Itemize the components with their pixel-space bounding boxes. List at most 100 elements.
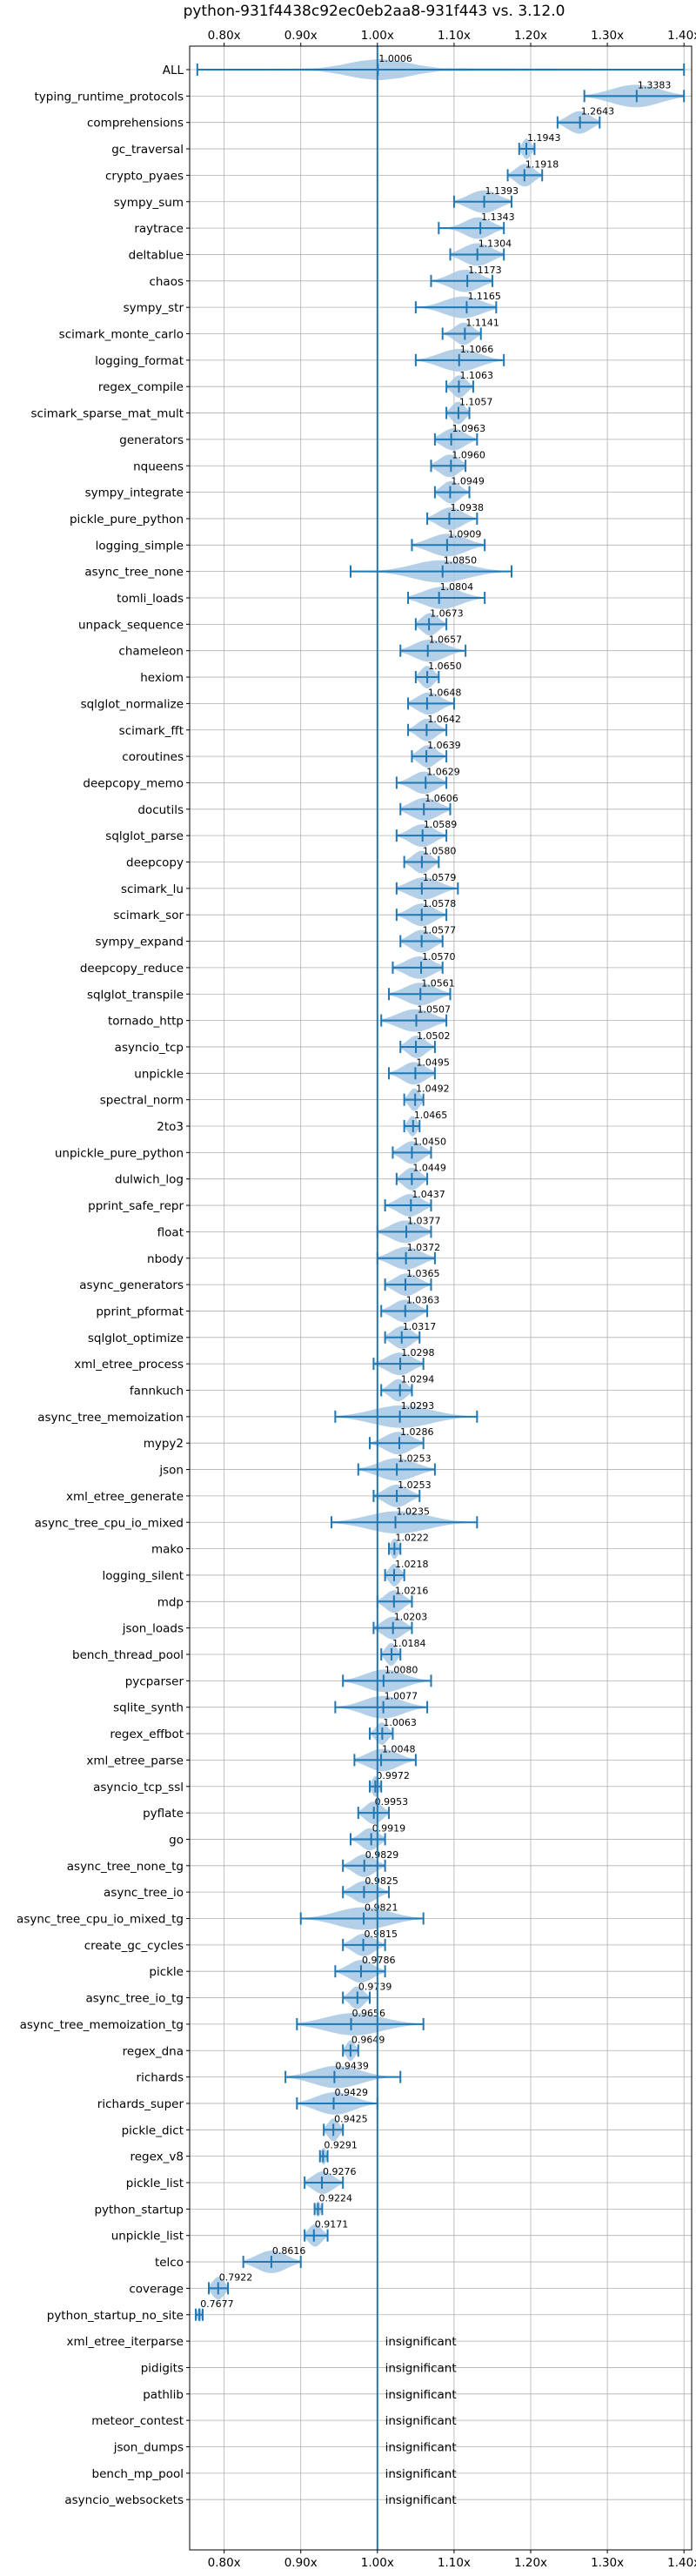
category-label: sqlglot_transpile	[87, 988, 184, 1002]
data-label: 0.9439	[335, 2061, 369, 2072]
category-label: float	[157, 1225, 184, 1239]
category-label: sympy_sum	[114, 196, 184, 210]
data-label: 1.0960	[452, 449, 485, 460]
category-label: sympy_expand	[95, 936, 184, 949]
insignificant-label: insignificant	[385, 2335, 457, 2349]
x-tick-label-top: 1.00x	[361, 29, 394, 43]
data-label: 0.9649	[351, 2034, 385, 2045]
category-label: async_tree_io_tg	[85, 1992, 184, 2006]
category-label: asyncio_websockets	[64, 2493, 184, 2507]
category-label: pickle_dict	[122, 2123, 184, 2137]
data-label: 1.0606	[425, 793, 458, 804]
category-label: regex_effbot	[110, 1727, 184, 1741]
data-label: 1.0063	[383, 1717, 417, 1728]
data-label: 1.0850	[444, 555, 477, 567]
data-label: 1.0650	[428, 661, 462, 672]
x-tick-label-bottom: 0.90x	[284, 2556, 318, 2570]
data-label: 1.0938	[450, 502, 484, 513]
data-label: 1.0507	[417, 1004, 451, 1016]
data-label: 0.9825	[365, 1875, 398, 1887]
data-label: 1.0639	[427, 740, 461, 751]
data-label: 1.1343	[481, 211, 515, 223]
data-label: 1.0080	[385, 1664, 418, 1675]
x-tick-label-top: 1.40x	[667, 29, 696, 43]
insignificant-label: insignificant	[385, 2414, 457, 2428]
x-tick-label-bottom: 0.80x	[208, 2556, 241, 2570]
x-tick-label-top: 1.30x	[591, 29, 624, 43]
data-label: 1.0253	[398, 1479, 432, 1491]
data-label: 1.0450	[412, 1136, 446, 1147]
x-tick-label-bottom: 1.10x	[438, 2556, 471, 2570]
category-label: async_tree_io	[104, 1886, 184, 1900]
data-label: 1.0629	[426, 766, 459, 777]
category-label: asyncio_tcp	[115, 1041, 184, 1055]
category-label: dulwich_log	[115, 1173, 184, 1187]
category-label: mypy2	[144, 1437, 184, 1451]
data-label: 1.0377	[407, 1215, 441, 1226]
data-label: 1.0372	[407, 1242, 441, 1253]
category-label: pickle_pure_python	[70, 513, 184, 527]
category-label: scimark_sparse_mat_mult	[31, 407, 184, 421]
data-label: 0.9739	[358, 1982, 392, 1993]
category-label: typing_runtime_protocols	[35, 90, 184, 104]
data-label: 1.0317	[403, 1321, 437, 1332]
category-label: logging_silent	[103, 1569, 184, 1583]
category-label: pathlib	[143, 2388, 184, 2402]
data-label: 1.1943	[527, 132, 561, 144]
data-label: 1.2643	[581, 106, 615, 117]
category-label: 2to3	[157, 1120, 184, 1134]
x-tick-label-bottom: 1.20x	[514, 2556, 547, 2570]
data-label: 1.0561	[421, 977, 454, 989]
data-label: 1.0298	[401, 1347, 435, 1358]
category-label: unpickle_pure_python	[55, 1146, 184, 1160]
data-label: 1.0222	[395, 1533, 429, 1544]
data-label: 0.7677	[200, 2298, 233, 2310]
x-tick-label-top: 0.90x	[284, 29, 318, 43]
category-label: meteor_contest	[91, 2414, 184, 2428]
data-label: 1.0235	[397, 1506, 431, 1517]
category-label: async_tree_memoization	[37, 1411, 184, 1425]
category-label: richards	[137, 2071, 184, 2085]
data-label: 0.9429	[335, 2087, 369, 2098]
category-label: coroutines	[122, 750, 184, 764]
data-label: 1.0216	[395, 1585, 429, 1596]
category-label: tornado_http	[108, 1015, 184, 1029]
category-label: generators	[119, 433, 184, 447]
category-label: sqlglot_normalize	[81, 697, 184, 711]
data-label: 0.9972	[376, 1770, 410, 1781]
x-tick-label-top: 1.10x	[438, 29, 471, 43]
category-label: telco	[155, 2256, 184, 2270]
x-tick-label-bottom: 1.30x	[591, 2556, 624, 2570]
category-label: python_startup_no_site	[47, 2309, 184, 2323]
data-label: 1.1918	[525, 158, 559, 170]
category-label: logging_format	[95, 354, 184, 368]
data-label: 0.9224	[318, 2192, 352, 2204]
category-label: pycparser	[125, 1674, 184, 1688]
category-label: mako	[151, 1543, 184, 1557]
data-label: 1.1057	[459, 397, 493, 408]
data-label: 1.0437	[412, 1189, 445, 1200]
x-tick-label-bottom: 1.40x	[667, 2556, 696, 2570]
data-label: 0.9815	[365, 1929, 398, 1940]
insignificant-label: insignificant	[385, 2441, 457, 2455]
data-label: 1.1173	[468, 265, 502, 276]
data-label: 1.0184	[392, 1638, 426, 1649]
data-label: 1.0006	[378, 53, 412, 64]
category-label: async_tree_none	[84, 566, 184, 580]
data-label: 1.0048	[382, 1743, 416, 1754]
data-label: 1.1393	[485, 185, 519, 197]
category-label: asyncio_tcp_ssl	[93, 1781, 184, 1794]
data-label: 1.0218	[395, 1559, 429, 1570]
plot-frame	[189, 45, 693, 2551]
insignificant-label: insignificant	[385, 2388, 457, 2402]
data-label: 1.0580	[423, 846, 457, 857]
data-label: 1.0963	[452, 423, 486, 434]
category-label: gc_traversal	[111, 143, 184, 157]
category-label: ALL	[163, 64, 184, 77]
category-label: json	[158, 1464, 184, 1478]
category-label: scimark_lu	[121, 882, 184, 896]
data-label: 1.1066	[460, 344, 494, 355]
category-label: coverage	[129, 2282, 184, 2296]
markers	[195, 64, 686, 2321]
data-label: 1.0495	[416, 1057, 450, 1068]
